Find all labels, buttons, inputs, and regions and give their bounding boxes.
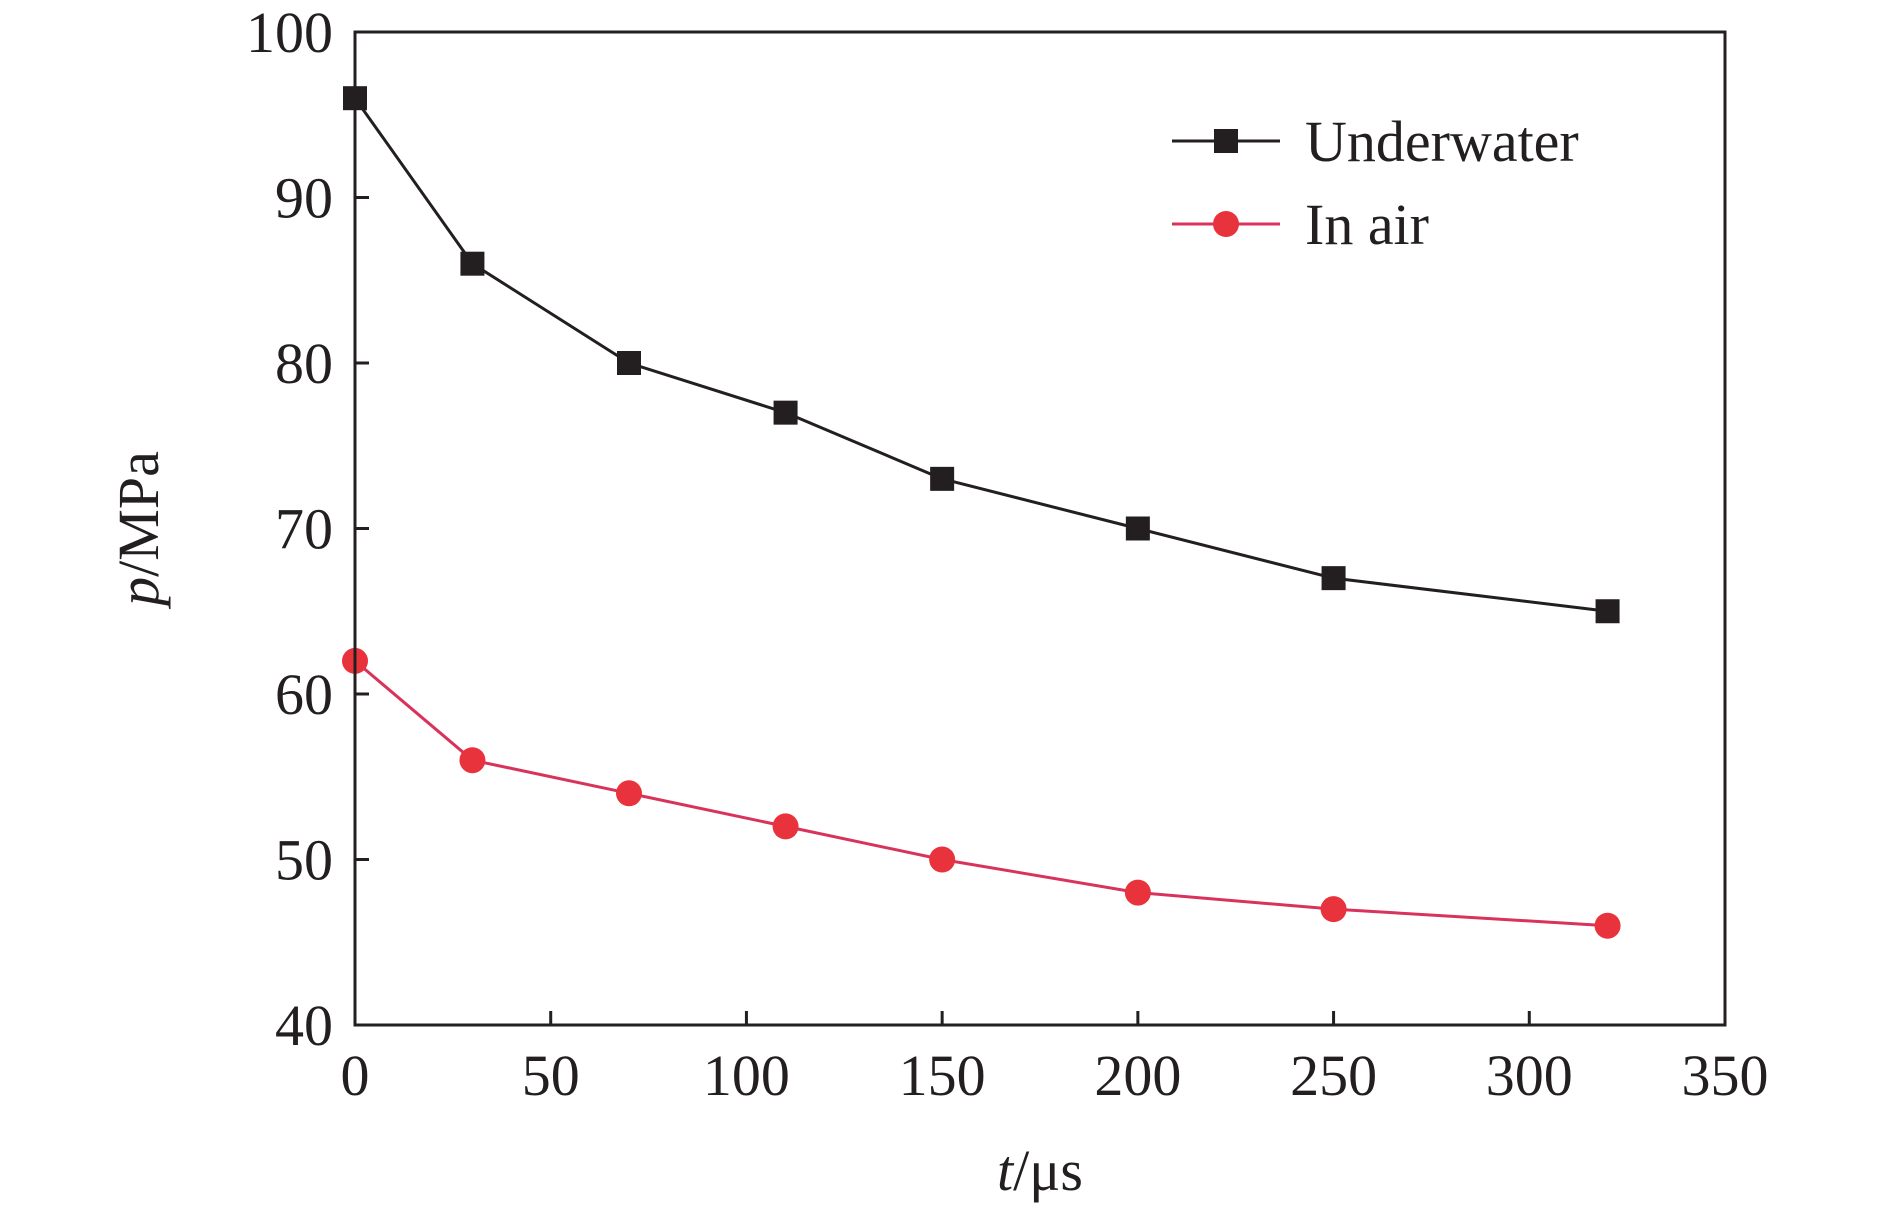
series-line-in-air xyxy=(354,659,1608,928)
x-tick-label: 300 xyxy=(1486,1043,1573,1108)
y-axis-unit: /MPa xyxy=(106,451,171,577)
data-point-underwater xyxy=(460,251,485,276)
series-line-underwater xyxy=(353,97,1608,613)
x-tick-label: 100 xyxy=(703,1043,790,1108)
data-point-underwater xyxy=(930,466,955,491)
y-axis-variable: p xyxy=(106,577,171,610)
axis-ticks xyxy=(353,30,1727,1027)
x-tick-label: 0 xyxy=(341,1043,370,1108)
y-tick-label: 40 xyxy=(275,993,333,1058)
x-axis-variable: t xyxy=(997,1138,1015,1203)
x-tick-label: 150 xyxy=(899,1043,986,1108)
y-tick-label: 60 xyxy=(275,662,333,727)
data-point-in-air xyxy=(616,780,642,807)
y-tick-label: 80 xyxy=(275,331,333,396)
x-axis-unit: /μs xyxy=(1013,1138,1083,1203)
y-tick-label: 90 xyxy=(275,166,333,231)
x-tick-label: 200 xyxy=(1094,1043,1181,1108)
data-point-in-air xyxy=(459,747,486,774)
legend-label: Underwater xyxy=(1305,109,1579,174)
data-point-in-air xyxy=(1594,912,1621,939)
y-tick-label: 100 xyxy=(246,0,333,65)
data-point-underwater xyxy=(773,400,798,425)
data-point-underwater xyxy=(1125,516,1150,541)
legend-item-in-air: In air xyxy=(1172,192,1429,257)
data-point-underwater xyxy=(1595,599,1620,624)
data-point-in-air xyxy=(929,846,956,873)
x-axis-title: t/μs xyxy=(997,1138,1083,1203)
data-point-in-air xyxy=(1320,896,1347,923)
y-tick-label: 70 xyxy=(275,497,333,562)
legend-marker xyxy=(1213,211,1239,237)
x-tick-label: 50 xyxy=(522,1043,580,1108)
x-tick-label: 250 xyxy=(1290,1043,1377,1108)
legend-label: In air xyxy=(1305,192,1429,257)
data-point-in-air xyxy=(1124,879,1151,906)
data-point-in-air xyxy=(772,813,799,840)
y-tick-label: 50 xyxy=(275,828,333,893)
series-layer xyxy=(342,86,1621,939)
tick-labels: 0 50 100 150 200 250 300 350 40 50 60 70 80 90 100 xyxy=(246,0,1769,1108)
legend-item-underwater: Underwater xyxy=(1172,109,1579,174)
plot-frame xyxy=(353,30,1727,1027)
y-axis-title: p/MPa xyxy=(106,451,171,610)
x-tick-label: 350 xyxy=(1682,1043,1769,1108)
legend-marker xyxy=(1214,129,1238,153)
data-point-underwater xyxy=(617,351,641,375)
series-in-air xyxy=(342,647,1621,939)
data-point-underwater xyxy=(1321,566,1346,591)
legend: Underwater In air xyxy=(1172,109,1579,257)
